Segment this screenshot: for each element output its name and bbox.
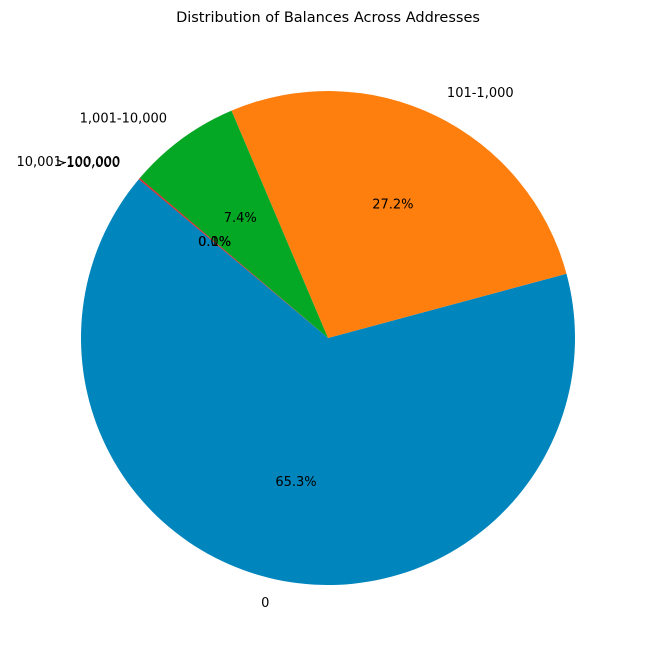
slice-label-10-001-100-000: 10,001-100,000	[16, 155, 120, 170]
pie-slice-10-001-100-000	[138, 178, 328, 338]
slice-label-101-1-000: 101-1,000	[447, 86, 514, 101]
pie-slice-0	[80, 179, 575, 586]
pie-slice-100-000	[138, 179, 328, 338]
percent-label-100-000: 0.0%	[198, 235, 231, 250]
pie-slice-1-001-10-000	[139, 110, 328, 338]
slice-label-0: 0	[261, 596, 269, 611]
slice-label-100-000: >100,000	[55, 156, 120, 171]
pie-labels: 0 65.3% 101-1,000 27.2% 1,001-10,000 7.4% 10,0…	[16, 86, 513, 611]
chart-title: Distribution of Balances Across Addresse…	[176, 10, 480, 26]
percent-label-101-1-000: 27.2%	[372, 197, 413, 212]
slice-label-1-001-10-000: 1,001-10,000	[80, 112, 167, 127]
percent-label-1-001-10-000: 7.4%	[224, 211, 257, 226]
percent-label-0: 65.3%	[275, 475, 316, 490]
percent-label-10-001-100-000: 0.1%	[198, 235, 231, 250]
pie-slice-101-1-000	[231, 91, 567, 338]
pie-slices	[80, 91, 575, 586]
